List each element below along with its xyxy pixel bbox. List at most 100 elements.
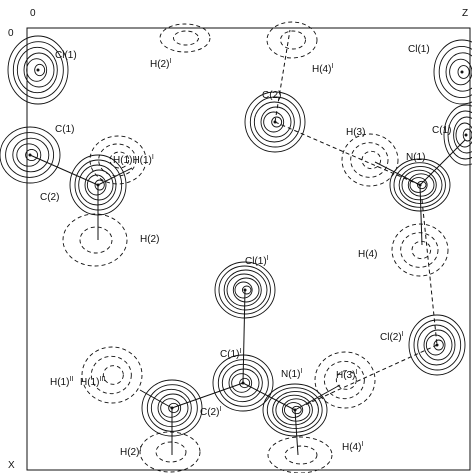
map-frame xyxy=(26,27,471,471)
atom-label: C(1)I xyxy=(220,348,241,360)
atom-name: C(1) xyxy=(55,124,74,135)
atom-label: H(3)I xyxy=(336,369,357,381)
atom-superscript: I xyxy=(331,63,333,70)
positive-contour xyxy=(393,162,446,208)
bond xyxy=(242,382,296,411)
atom-name: Cl(2) xyxy=(380,332,402,343)
atom-label: H(2)I xyxy=(150,58,171,70)
atom-label: Cl(2)I xyxy=(380,331,404,343)
atom-superscript: I xyxy=(219,406,221,413)
bond xyxy=(171,382,244,409)
hydrogen-bond xyxy=(304,344,438,406)
atom-name: H(2) xyxy=(150,59,169,70)
contours xyxy=(0,21,472,473)
atom-label: C(2) xyxy=(262,90,281,101)
atom-label: H(2) xyxy=(140,234,159,245)
negative-contour xyxy=(173,30,199,46)
positive-contour xyxy=(433,339,444,351)
positive-contour xyxy=(262,383,328,437)
peak-center xyxy=(460,70,464,74)
bond xyxy=(29,154,99,186)
positive-contour xyxy=(223,269,268,311)
atom-name: H(1) xyxy=(50,377,69,388)
positive-contour xyxy=(457,65,470,79)
positive-contour xyxy=(234,281,253,299)
positive-contour xyxy=(7,35,69,105)
atom-name: H(4) xyxy=(358,249,377,260)
positive-contour xyxy=(150,388,192,428)
atom-name: Cl(1) xyxy=(245,256,267,267)
bonds xyxy=(29,29,466,456)
atom-name: H(2) xyxy=(140,234,159,245)
atom-superscript: I xyxy=(239,348,241,355)
positive-contour xyxy=(409,177,428,193)
atom-labels: Cl(1)H(2)IH(4)IC(2)Cl(1)C(1) H(3) C(1)N(1)… xyxy=(40,44,451,458)
peak-center xyxy=(36,68,40,72)
positive-contour xyxy=(423,329,453,361)
positive-contour xyxy=(94,179,105,191)
positive-contour xyxy=(228,368,260,398)
axis-x: X xyxy=(8,460,15,471)
atom-name: Cl(1) xyxy=(55,50,77,61)
positive-contour xyxy=(260,106,292,138)
positive-contour xyxy=(445,52,472,92)
atom-label: H(3) xyxy=(346,127,365,138)
positive-contour xyxy=(407,173,435,197)
positive-contour xyxy=(275,394,313,426)
positive-contour xyxy=(26,58,48,82)
positive-contour xyxy=(84,169,114,201)
positive-contour xyxy=(272,390,319,430)
positive-contour xyxy=(266,387,323,433)
atom-superscript: I xyxy=(139,446,141,453)
atom-label: Cl(1) xyxy=(55,50,77,61)
positive-contour xyxy=(433,39,472,105)
atom-label: H(4)I xyxy=(312,63,333,75)
positive-contour xyxy=(283,402,304,418)
negative-contour xyxy=(266,21,318,59)
atom-label: H(4) xyxy=(358,249,377,260)
atom-superscript: I xyxy=(267,255,269,262)
atom-superscript: I xyxy=(169,58,171,65)
negative-contour xyxy=(102,365,124,385)
bond xyxy=(139,389,173,409)
negative-contour xyxy=(341,133,399,187)
negative-contour xyxy=(323,360,365,400)
negative-contour xyxy=(89,135,147,185)
positive-contour xyxy=(401,169,437,201)
origin-top: 0 xyxy=(30,8,36,19)
bond xyxy=(419,139,466,186)
atom-superscript: I xyxy=(355,369,357,376)
positive-contour xyxy=(16,46,58,94)
positive-contour xyxy=(438,45,472,99)
atom-name: H(3) xyxy=(346,127,365,138)
negative-contour xyxy=(139,431,201,473)
atom-superscript: II xyxy=(69,376,73,383)
negative-contour xyxy=(98,143,137,177)
positive-contour xyxy=(253,101,295,143)
negative-contour xyxy=(81,346,143,404)
atom-name: H(1)H(1) xyxy=(113,155,152,166)
positive-contour xyxy=(239,377,251,389)
negative-contour xyxy=(280,30,306,50)
positive-contour xyxy=(0,126,61,184)
positive-contour xyxy=(408,314,466,376)
positive-contour xyxy=(5,132,55,178)
positive-contour xyxy=(249,96,301,148)
atom-label: C(1) xyxy=(55,124,74,135)
atom-label: H(4)I xyxy=(342,441,363,453)
atom-name: Cl(1) xyxy=(408,44,430,55)
bond xyxy=(294,409,299,456)
atom-label: H(2)I xyxy=(120,446,141,458)
atom-label: N(1)I xyxy=(281,368,302,380)
atom-name: C(2) xyxy=(200,407,219,418)
negative-contour xyxy=(90,355,132,395)
atom-label: Cl(1)I xyxy=(245,255,269,267)
positive-contour xyxy=(241,285,252,295)
positive-contour xyxy=(12,137,50,173)
positive-contour xyxy=(443,104,472,166)
positive-contour xyxy=(214,261,276,319)
atom-name: N(1) xyxy=(406,152,425,163)
bond xyxy=(294,384,341,411)
origin-left: 0 xyxy=(8,28,14,39)
